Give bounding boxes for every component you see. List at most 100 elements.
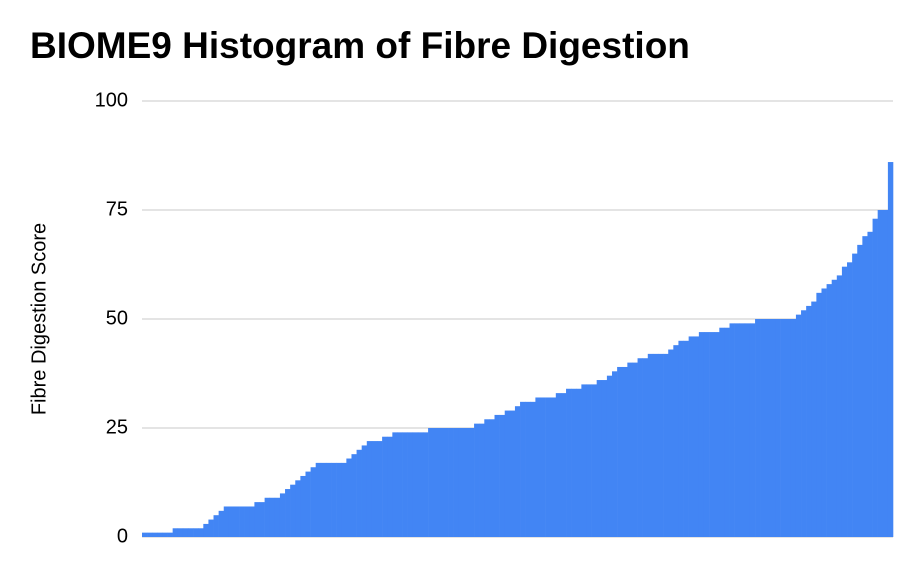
bar	[821, 288, 827, 537]
bar	[279, 493, 286, 537]
bar	[606, 375, 613, 537]
bar	[811, 301, 817, 537]
bar	[371, 441, 378, 537]
bar	[509, 410, 516, 537]
bar	[305, 471, 311, 537]
bar	[157, 532, 163, 537]
bar	[795, 314, 802, 537]
bar	[336, 462, 342, 537]
bar	[341, 462, 347, 537]
bar	[208, 519, 214, 537]
bar	[739, 323, 746, 537]
bar	[167, 532, 173, 537]
bar	[361, 445, 368, 537]
bar	[514, 406, 521, 537]
bar	[714, 332, 720, 537]
bar	[448, 428, 454, 537]
bar	[657, 353, 664, 537]
bar	[617, 366, 623, 537]
bar	[668, 349, 674, 537]
bar	[315, 462, 322, 537]
bar	[228, 506, 235, 537]
bar	[550, 397, 557, 537]
bar	[703, 332, 710, 537]
bar	[218, 510, 225, 537]
bar	[187, 528, 194, 537]
bar	[264, 497, 271, 537]
bar	[647, 353, 654, 537]
bar	[402, 432, 408, 537]
bar	[285, 489, 291, 537]
bar	[499, 414, 506, 537]
bar	[346, 458, 352, 537]
bar	[780, 319, 787, 537]
bar	[555, 393, 562, 537]
bar	[872, 218, 878, 537]
bar	[203, 523, 209, 537]
bar	[673, 345, 679, 537]
bar	[596, 380, 603, 537]
bar	[831, 279, 838, 537]
bar	[162, 532, 168, 537]
bar	[560, 393, 567, 537]
bar	[412, 432, 419, 537]
bar	[688, 336, 695, 537]
bar	[520, 401, 526, 537]
bar	[484, 419, 490, 537]
bar	[463, 428, 470, 537]
bar	[417, 432, 424, 537]
bar	[632, 362, 638, 537]
bar	[841, 266, 848, 537]
bar	[254, 502, 260, 537]
bar	[356, 449, 362, 537]
bar	[729, 323, 735, 537]
bar	[698, 332, 705, 537]
y-tick-label: 25	[106, 416, 128, 438]
bar	[147, 532, 153, 537]
bar	[760, 319, 766, 537]
bar	[601, 380, 608, 537]
bar	[806, 305, 812, 537]
bar	[586, 384, 592, 537]
bar	[407, 432, 414, 537]
bar	[790, 319, 797, 537]
bar	[816, 292, 822, 537]
bar	[709, 332, 715, 537]
bar	[233, 506, 240, 537]
bar	[223, 506, 230, 537]
y-tick-label: 50	[106, 307, 128, 329]
chart-title: BIOME9 Histogram of Fibre Digestion	[30, 25, 690, 66]
y-tick-label: 100	[95, 89, 128, 111]
bar	[755, 319, 761, 537]
bar	[847, 262, 853, 537]
bar	[591, 384, 597, 537]
bar	[678, 340, 684, 537]
bar	[468, 428, 475, 537]
bar	[857, 244, 863, 537]
y-tick-label: 75	[106, 198, 128, 220]
bar	[576, 388, 582, 537]
bar	[320, 462, 327, 537]
bar	[877, 210, 884, 537]
bar	[172, 528, 179, 537]
bar	[325, 462, 332, 537]
bar	[351, 454, 357, 537]
bar	[826, 284, 832, 537]
bar	[458, 428, 465, 537]
bar	[244, 506, 250, 537]
bar	[433, 428, 439, 537]
bar	[504, 410, 511, 537]
bar	[438, 428, 444, 537]
bar	[612, 371, 618, 537]
bar	[724, 327, 730, 537]
bar	[443, 428, 449, 537]
bar	[387, 436, 393, 537]
bar	[663, 353, 669, 537]
bar	[785, 319, 792, 537]
bar	[300, 475, 306, 537]
bar	[422, 432, 429, 537]
bar	[239, 506, 245, 537]
bar	[887, 162, 894, 538]
bar	[382, 436, 388, 537]
